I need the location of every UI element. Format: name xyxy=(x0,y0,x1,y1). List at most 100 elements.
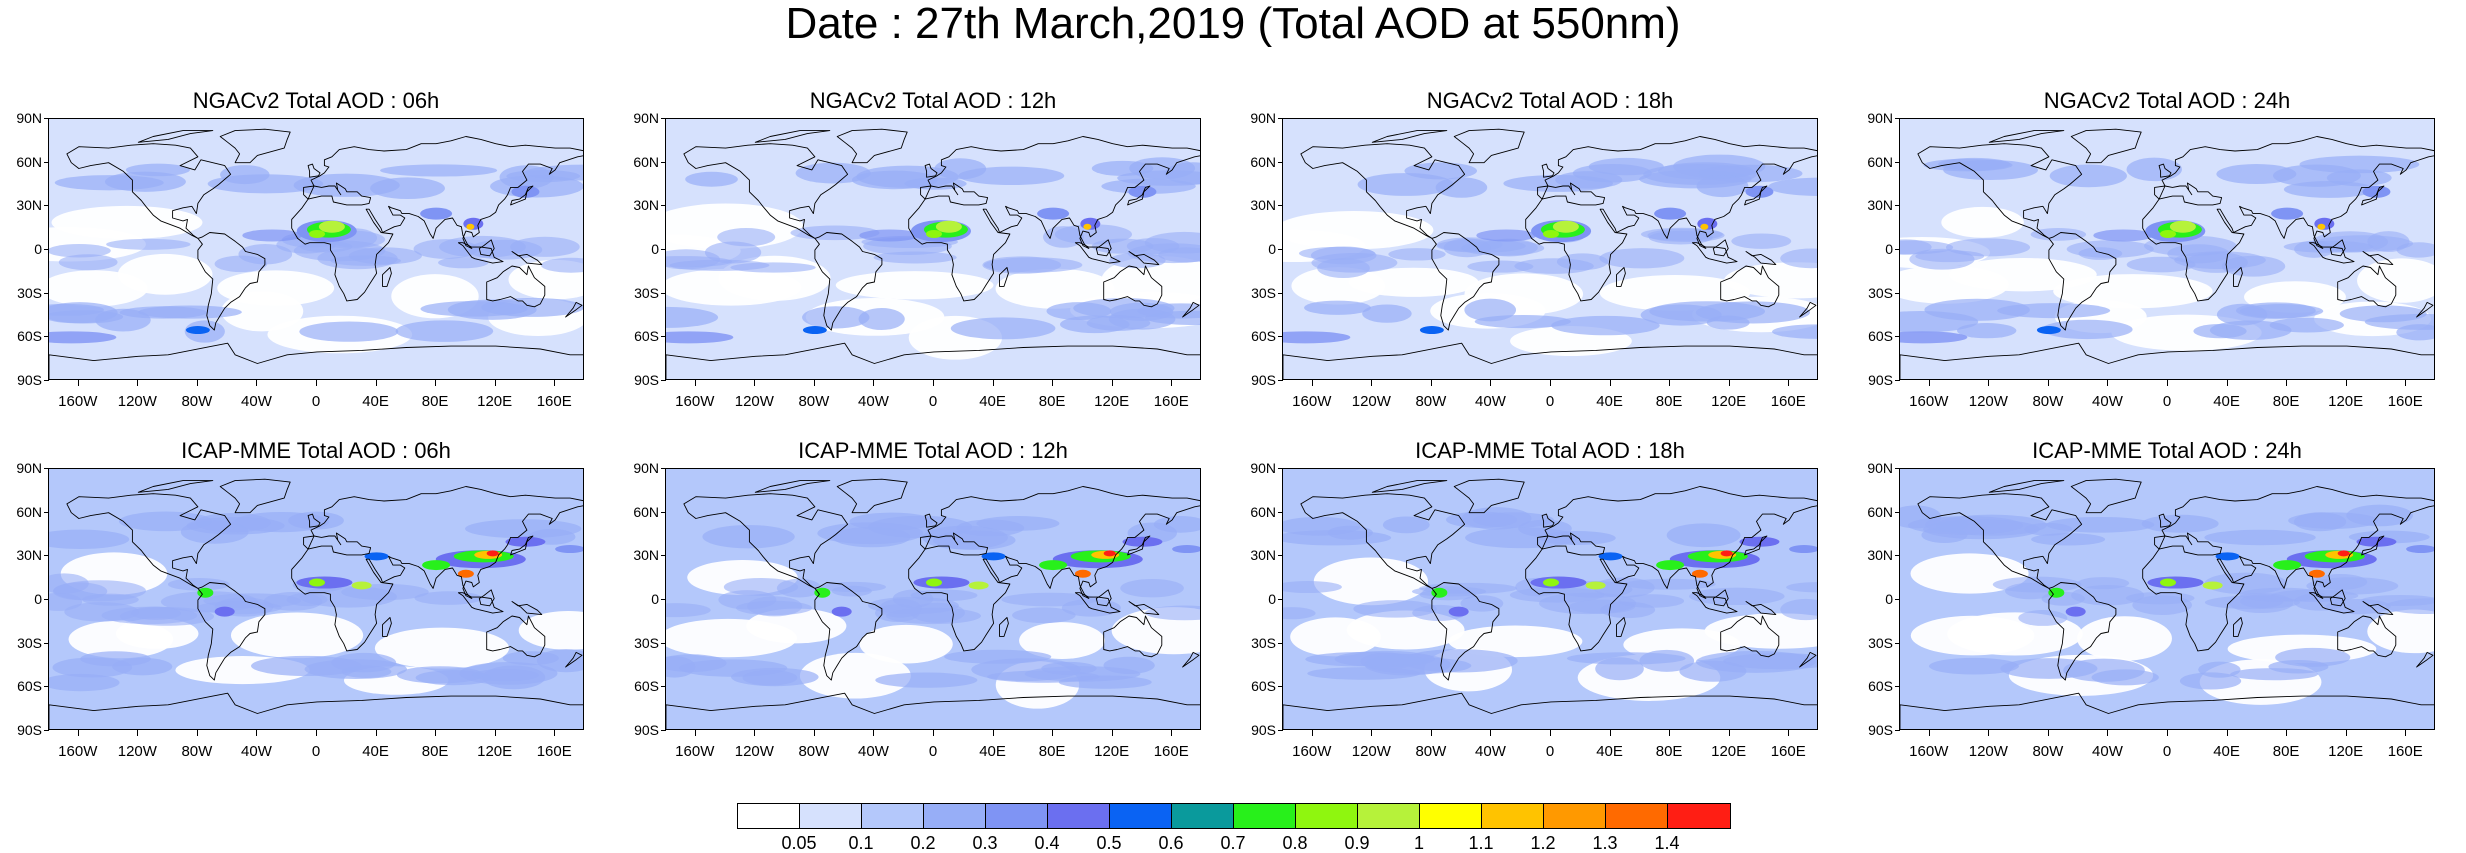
lat-tick xyxy=(661,468,666,469)
lat-tick-label: 30S xyxy=(1251,634,1276,651)
lat-tick-label: 0 xyxy=(1885,591,1893,607)
coastline-arabia-med-fix xyxy=(924,532,989,556)
coastline-australia xyxy=(486,615,546,658)
coastline-indonesia xyxy=(2308,242,2355,264)
lon-tick xyxy=(813,730,815,736)
lon-tick-label: 160W xyxy=(1909,393,1949,410)
coastline-africa-eurasia xyxy=(908,486,1200,652)
lat-tick-label: 30S xyxy=(634,284,659,301)
lat-tick xyxy=(661,511,666,513)
lon-tick xyxy=(494,380,496,386)
lat-tick-label: 90S xyxy=(1251,372,1276,388)
coastline-madagascar xyxy=(999,267,1009,287)
colorbar-label: 0.05 xyxy=(781,833,817,853)
aod-field xyxy=(49,469,583,729)
aod-field xyxy=(1900,119,2434,379)
lon-tick xyxy=(435,730,437,736)
lon-tick-label: 80E xyxy=(1038,743,1066,760)
lat-tick xyxy=(44,468,49,469)
panel-title: ICAP-MME Total AOD : 12h xyxy=(798,438,1068,463)
coastline-new-guinea xyxy=(511,251,543,266)
lat-tick xyxy=(661,205,666,207)
coastline-indonesia xyxy=(1691,592,1738,614)
coastline-arabia-med-fix xyxy=(307,182,372,206)
panel-title: ICAP-MME Total AOD : 18h xyxy=(1415,438,1685,463)
coastline-arctic-islands xyxy=(1988,130,2065,143)
lon-tick xyxy=(1430,380,1432,386)
coastline-uk xyxy=(307,513,321,528)
coastline-new-guinea xyxy=(511,601,543,616)
coastline-madagascar xyxy=(1616,617,1626,637)
colorbar-box xyxy=(800,804,862,828)
lon-tick xyxy=(137,730,139,736)
lon-tick-label: 160E xyxy=(536,743,572,760)
lon-tick-label: 160E xyxy=(1770,743,1806,760)
lon-tick-label: 80E xyxy=(2272,743,2300,760)
lon-tick-label: 0 xyxy=(311,743,321,760)
lon-tick xyxy=(1371,730,1373,736)
lon-tick xyxy=(1171,730,1173,736)
lon-tick xyxy=(77,730,79,736)
coastline-arctic-islands xyxy=(754,480,831,493)
coastline-antarctica xyxy=(1900,342,2434,379)
colorbar-label: 0.7 xyxy=(1220,833,1246,853)
lon-tick-label: 120E xyxy=(1711,743,1747,760)
lat-tick xyxy=(1278,511,1283,513)
lat-tick xyxy=(44,642,49,644)
lon-tick xyxy=(933,380,934,386)
lat-tick-label: 90S xyxy=(17,722,42,738)
coastline-indonesia xyxy=(457,242,504,264)
coastline-new-guinea xyxy=(1128,251,1160,266)
lon-tick xyxy=(1550,730,1551,736)
lon-tick-label: 40W xyxy=(241,743,272,760)
lat-tick xyxy=(1278,468,1283,469)
coastline-africa-eurasia xyxy=(2142,136,2434,302)
aod-field xyxy=(1283,469,1817,729)
coastline-antarctica xyxy=(1283,692,1817,729)
lat-tick-label: 0 xyxy=(34,591,42,607)
lat-tick xyxy=(44,249,49,250)
lat-tick xyxy=(1278,599,1283,600)
lon-tick xyxy=(754,380,756,386)
lon-tick xyxy=(1371,380,1373,386)
lon-tick-label: 40E xyxy=(1596,743,1623,760)
lon-tick-label: 160E xyxy=(2387,743,2423,760)
panel-title: NGACv2 Total AOD : 24h xyxy=(2043,88,2291,113)
lon-tick-label: 120E xyxy=(477,743,513,760)
panel-title: NGACv2 Total AOD : 06h xyxy=(192,88,440,113)
lon-tick-label: 160W xyxy=(675,393,715,410)
lon-tick xyxy=(1609,730,1611,736)
lat-tick xyxy=(44,555,49,557)
coastline-south-america xyxy=(1431,232,1500,331)
lat-tick xyxy=(1895,686,1900,688)
lon-tick xyxy=(2226,380,2228,386)
lat-tick xyxy=(1278,161,1283,163)
lat-tick-label: 90S xyxy=(1251,722,1276,738)
lon-tick-label: 120W xyxy=(734,393,774,410)
lon-tick xyxy=(873,380,875,386)
coastline-arabia-med-fix xyxy=(307,532,372,556)
colorbar-label: 1.2 xyxy=(1530,833,1556,853)
lon-tick xyxy=(754,730,756,736)
aod-map xyxy=(1282,468,1818,730)
lat-tick-label: 60S xyxy=(634,678,659,695)
colorbar-label: 0.3 xyxy=(972,833,998,853)
lat-tick-label: 0 xyxy=(651,591,659,607)
lat-tick-label: 90N xyxy=(633,110,659,126)
lon-tick-label: 120E xyxy=(2328,393,2364,410)
lon-tick-label: 40W xyxy=(2092,393,2123,410)
lat-tick-label: 30S xyxy=(1868,284,1893,301)
lon-tick-label: 120E xyxy=(1711,393,1747,410)
lat-tick-label: 90N xyxy=(1250,110,1276,126)
lat-tick xyxy=(44,599,49,600)
lon-tick-label: 80E xyxy=(1038,393,1066,410)
coastline-borneo xyxy=(478,589,495,607)
coastline-australia xyxy=(1103,265,1163,308)
lat-tick xyxy=(44,161,49,163)
lat-tick xyxy=(1278,555,1283,557)
colorbar-label: 0.9 xyxy=(1344,833,1370,853)
colorbar-box xyxy=(1172,804,1234,828)
lat-tick-label: 30S xyxy=(17,634,42,651)
coastline-greenland xyxy=(219,128,291,164)
lon-tick-label: 40W xyxy=(1475,743,1506,760)
